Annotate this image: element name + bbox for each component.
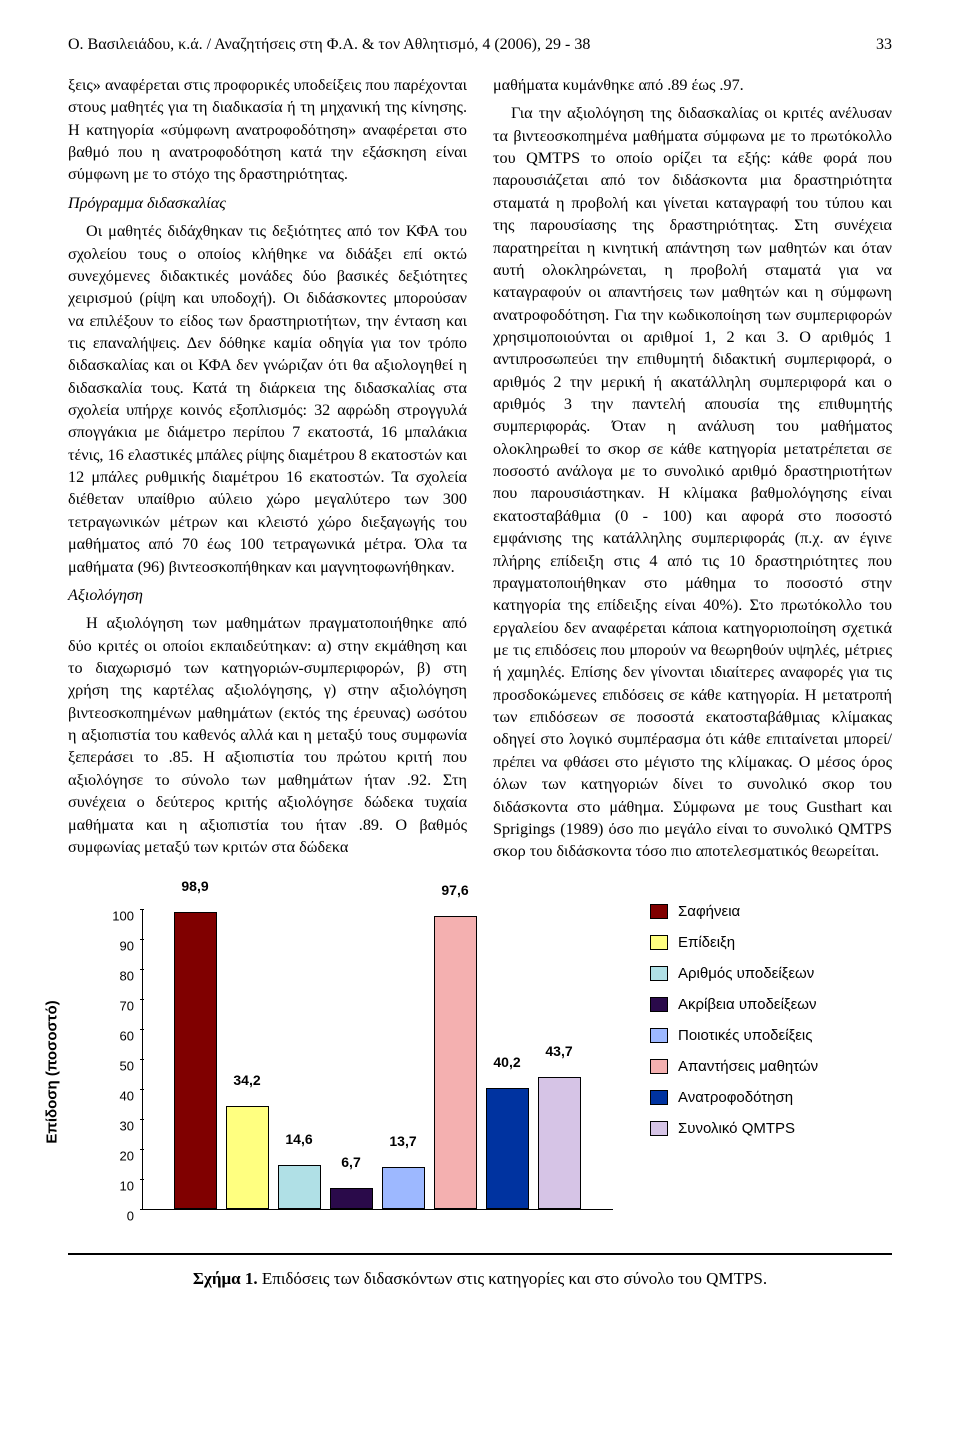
legend-swatch [650,935,668,950]
bar-label-apantiseis: 97,6 [441,882,468,898]
left-column: ξεις» αναφέρεται στις προφορικές υποδείξ… [68,74,467,869]
y-tick: 0 [98,1208,134,1223]
bar-safineia [174,912,217,1209]
bar-label-safineia: 98,9 [181,878,208,894]
legend-label: Συνολικό QMTPS [678,1120,795,1137]
y-tick-mark [140,939,144,941]
col1-para2: Οι μαθητές διδάχθηκαν τις δεξιότητες από… [68,220,467,578]
legend-swatch [650,966,668,981]
figure-rule [68,1253,892,1255]
y-tick-mark [140,969,144,971]
legend-label: Απαντήσεις μαθητών [678,1058,818,1075]
legend-item-akriveia: Ακρίβεια υποδείξεων [650,996,890,1013]
y-tick-mark [140,1209,144,1211]
y-tick-mark [140,1149,144,1151]
legend: Σαφήνεια Επίδειξη Αριθμός υποδείξεων Ακρίβε… [650,903,890,1151]
y-tick-mark [140,1059,144,1061]
bar-synoliko [538,1077,581,1208]
legend-item-anatrofo: Ανατροφοδότηση [650,1089,890,1106]
y-tick: 20 [98,1148,134,1163]
bar-label-arithmos: 14,6 [285,1131,312,1147]
bar-label-epideixi: 34,2 [233,1072,260,1088]
legend-label: Ανατροφοδότηση [678,1089,793,1106]
legend-label: Ποιοτικές υποδείξεις [678,1027,813,1044]
col2-para1: μαθήματα κυμάνθηκε από .89 έως .97. [493,74,892,96]
y-tick: 70 [98,998,134,1013]
bar-label-akriveia: 6,7 [341,1154,360,1170]
legend-swatch [650,1090,668,1105]
bar-label-anatrofo: 40,2 [493,1054,520,1070]
figure-label: Σχήμα 1. [193,1269,258,1288]
y-tick: 60 [98,1028,134,1043]
y-tick: 40 [98,1088,134,1103]
y-axis-label: Επίδοση (ποσοστό) [44,1000,61,1143]
y-tick: 100 [98,908,134,923]
bar-epideixi [226,1106,269,1209]
legend-item-synoliko: Συνολικό QMTPS [650,1120,890,1137]
legend-item-poiotikes: Ποιοτικές υποδείξεις [650,1027,890,1044]
legend-label: Σαφήνεια [678,903,740,920]
bar-apantiseis [434,916,477,1209]
y-tick-mark [140,1179,144,1181]
legend-item-epideixi: Επίδειξη [650,934,890,951]
bars-area: 98,934,214,66,713,797,640,243,7 [142,909,612,1209]
y-tick: 10 [98,1178,134,1193]
y-tick-mark [140,909,144,911]
subhead-evaluation: Αξιολόγηση [68,584,467,606]
subhead-program: Πρόγραμμα διδασκαλίας [68,192,467,214]
y-axis-ticks: 0102030405060708090100 [98,909,138,1209]
y-tick-mark [140,999,144,1001]
page-number: 33 [876,36,892,54]
col1-para1: ξεις» αναφέρεται στις προφορικές υποδείξ… [68,74,467,186]
right-column: μαθήματα κυμάνθηκε από .89 έως .97. Για … [493,74,892,869]
y-tick: 30 [98,1118,134,1133]
legend-label: Αριθμός υποδείξεων [678,965,814,982]
legend-item-apantiseis: Απαντήσεις μαθητών [650,1058,890,1075]
bar-arithmos [278,1165,321,1209]
bar-label-poiotikes: 13,7 [389,1133,416,1149]
legend-swatch [650,904,668,919]
bar-label-synoliko: 43,7 [545,1043,572,1059]
legend-swatch [650,1121,668,1136]
col1-para3: Η αξιολόγηση των μαθημάτων πραγματοποιήθ… [68,612,467,858]
bar-poiotikes [382,1167,425,1208]
bar-akriveia [330,1188,373,1208]
y-tick-mark [140,1029,144,1031]
bar-anatrofo [486,1088,529,1209]
running-head: Ο. Βασιλειάδου, κ.ά. / Αναζητήσεις στη Φ… [68,36,892,54]
legend-item-arithmos: Αριθμός υποδείξεων [650,965,890,982]
legend-swatch [650,1059,668,1074]
y-tick-mark [140,1089,144,1091]
y-tick: 50 [98,1058,134,1073]
legend-swatch [650,997,668,1012]
legend-label: Ακρίβεια υποδείξεων [678,996,817,1013]
running-head-left: Ο. Βασιλειάδου, κ.ά. / Αναζητήσεις στη Φ… [68,36,590,54]
legend-item-safineia: Σαφήνεια [650,903,890,920]
legend-label: Επίδειξη [678,934,735,951]
y-tick-mark [140,1119,144,1121]
figure-caption: Σχήμα 1. Επιδόσεις των διδασκόντων στις … [68,1269,892,1289]
y-tick: 80 [98,968,134,983]
col2-para2: Για την αξιολόγηση της διδασκαλίας οι κρ… [493,102,892,862]
y-tick: 90 [98,938,134,953]
figure-text: Επιδόσεις των διδασκόντων στις κατηγορίε… [258,1269,768,1288]
qmtps-bar-chart: Επίδοση (ποσοστό) 0102030405060708090100… [70,897,890,1247]
legend-swatch [650,1028,668,1043]
